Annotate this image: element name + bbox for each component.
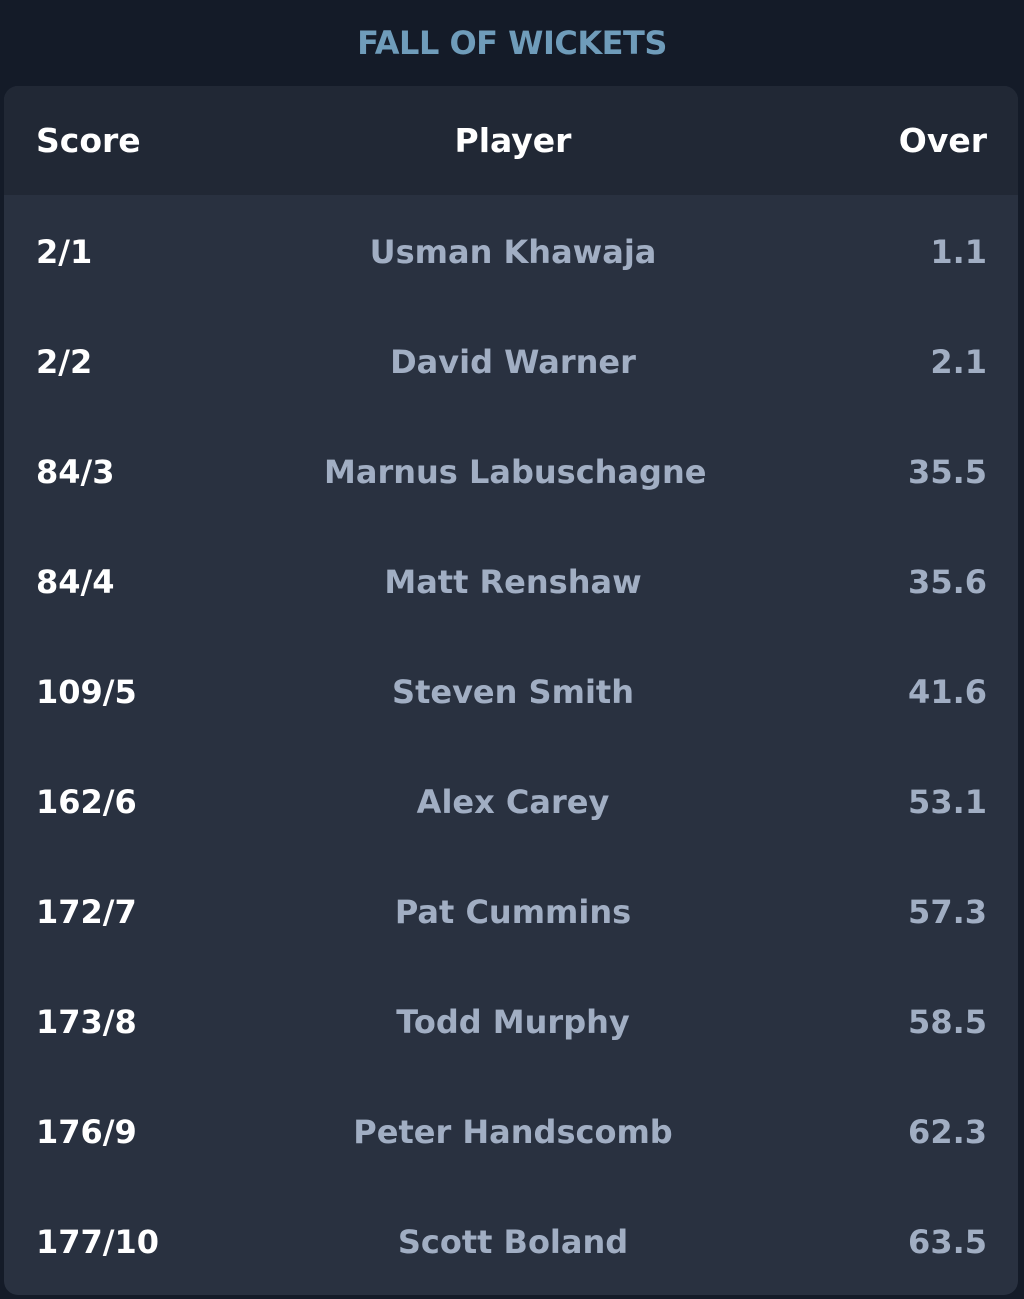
over-cell: 35.5 [908, 453, 987, 491]
score-cell: 177/10 [36, 1223, 160, 1261]
over-cell: 62.3 [908, 1113, 987, 1151]
player-cell: Marnus Labuschagne [324, 453, 707, 491]
player-cell: David Warner [390, 343, 636, 381]
column-header-over: Over [898, 121, 987, 160]
player-cell: Todd Murphy [396, 1003, 630, 1041]
over-cell: 58.5 [908, 1003, 987, 1041]
table-body: 2/1 Usman Khawaja 1.1 2/2 David Warner 2… [4, 195, 1018, 1295]
table-row: 177/10 Scott Boland 63.5 [4, 1187, 1018, 1295]
player-cell: Steven Smith [392, 673, 634, 711]
player-cell: Pat Cummins [394, 893, 632, 931]
table-row: 2/2 David Warner 2.1 [4, 307, 1018, 417]
over-cell: 63.5 [908, 1223, 987, 1261]
section-title: FALL OF WICKETS [357, 24, 667, 62]
score-cell: 84/4 [36, 563, 115, 601]
player-cell: Usman Khawaja [369, 233, 657, 271]
player-cell: Peter Handscomb [353, 1113, 673, 1151]
table-row: 84/3 Marnus Labuschagne 35.5 [4, 417, 1018, 527]
table-row: 176/9 Peter Handscomb 62.3 [4, 1077, 1018, 1187]
table-row: 162/6 Alex Carey 53.1 [4, 747, 1018, 857]
player-cell: Alex Carey [416, 783, 610, 821]
column-header-player: Player [454, 121, 572, 160]
score-cell: 2/1 [36, 233, 93, 271]
player-cell: Scott Boland [397, 1223, 629, 1261]
table-row: 2/1 Usman Khawaja 1.1 [4, 197, 1018, 307]
column-header-score: Score [36, 121, 141, 160]
table-row: 109/5 Steven Smith 41.6 [4, 637, 1018, 747]
score-cell: 162/6 [36, 783, 137, 821]
score-cell: 172/7 [36, 893, 137, 931]
over-cell: 1.1 [930, 233, 987, 271]
score-cell: 109/5 [36, 673, 137, 711]
table-row: 172/7 Pat Cummins 57.3 [4, 857, 1018, 967]
over-cell: 53.1 [908, 783, 987, 821]
over-cell: 41.6 [908, 673, 987, 711]
player-cell: Matt Renshaw [384, 563, 642, 601]
over-cell: 2.1 [930, 343, 987, 381]
over-cell: 35.6 [908, 563, 987, 601]
table-header: Score Player Over [4, 86, 1018, 195]
score-cell: 173/8 [36, 1003, 137, 1041]
over-cell: 57.3 [908, 893, 987, 931]
table-row: 173/8 Todd Murphy 58.5 [4, 967, 1018, 1077]
score-cell: 176/9 [36, 1113, 137, 1151]
score-cell: 84/3 [36, 453, 115, 491]
fall-of-wickets-table: Score Player Over 2/1 Usman Khawaja 1.1 … [4, 86, 1018, 1295]
table-row: 84/4 Matt Renshaw 35.6 [4, 527, 1018, 637]
score-cell: 2/2 [36, 343, 93, 381]
